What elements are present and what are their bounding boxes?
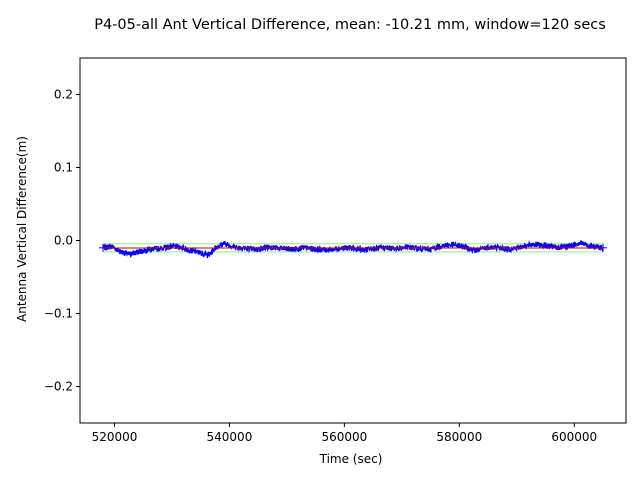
- y-tick-label: 0.2: [54, 88, 73, 102]
- y-axis-label: Antenna Vertical Difference(m): [15, 136, 29, 322]
- x-axis-label: Time (sec): [319, 452, 383, 466]
- data-series-line: [102, 240, 604, 259]
- y-tick-label: −0.2: [44, 380, 73, 394]
- x-tick-label: 520000: [92, 430, 138, 444]
- axes-frame: [79, 57, 627, 424]
- y-tick-label: −0.1: [44, 307, 73, 321]
- plot-area: [98, 240, 608, 259]
- x-tick-label: 560000: [321, 430, 367, 444]
- x-tick-label: 580000: [436, 430, 482, 444]
- chart-title: P4-05-all Ant Vertical Difference, mean:…: [94, 17, 606, 33]
- y-tick-label: 0.0: [54, 234, 73, 248]
- y-axis: −0.2 −0.1 0.0 0.1 0.2: [44, 88, 80, 394]
- y-tick-label: 0.1: [54, 161, 73, 175]
- x-axis: 520000 540000 560000 580000 600000: [92, 423, 597, 444]
- x-tick-label: 600000: [551, 430, 597, 444]
- x-tick-label: 540000: [207, 430, 253, 444]
